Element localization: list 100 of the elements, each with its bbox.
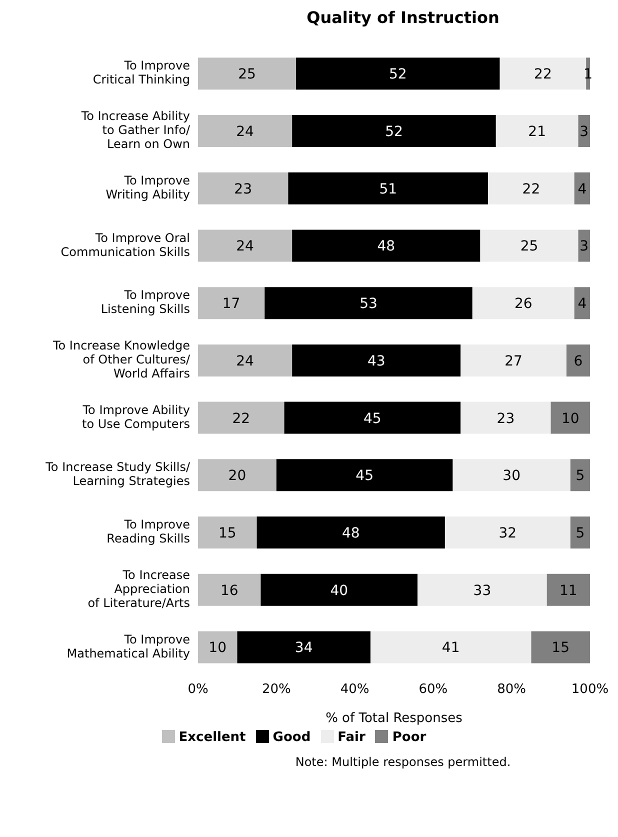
bar — [496, 114, 578, 147]
data-label: 24 — [236, 124, 254, 140]
bar — [566, 344, 590, 376]
data-label: 5 — [576, 526, 585, 542]
bar — [198, 574, 261, 606]
data-label: 4 — [578, 296, 587, 312]
bar — [444, 516, 570, 549]
data-label: 25 — [520, 238, 538, 255]
data-label: 27 — [504, 353, 522, 370]
data-label: 24 — [236, 238, 254, 255]
data-label: 15 — [218, 526, 236, 542]
y-tick-label: To Improve Oral Communication Skills — [60, 231, 190, 260]
bar — [198, 58, 296, 90]
data-label: 15 — [552, 640, 570, 656]
data-label: 22 — [232, 410, 250, 427]
bar — [460, 344, 566, 376]
bar — [570, 516, 590, 549]
bar — [264, 287, 472, 320]
y-tick-label: To Increase Study Skills/ Learning Strategies — [44, 460, 191, 489]
data-label: 3 — [580, 124, 589, 140]
data-label: 6 — [574, 353, 583, 370]
bar — [198, 344, 292, 376]
y-tick-label: To Increase Knowledge of Other Cultures/ World Affairs — [52, 338, 191, 381]
bar — [574, 172, 590, 204]
legend-label: Poor — [392, 730, 426, 745]
bar — [500, 58, 586, 90]
x-axis-title: % of Total Responses — [326, 711, 463, 726]
y-tick-label: To Increase Appreciation of Literature/Arts — [88, 568, 190, 610]
bar — [578, 114, 590, 147]
y-tick-label: To Improve Listening Skills — [100, 288, 190, 316]
data-label: 48 — [377, 238, 396, 255]
data-label: 3 — [580, 238, 589, 255]
bar — [531, 631, 590, 664]
bar — [418, 574, 547, 606]
data-label: 52 — [385, 124, 403, 140]
bar — [276, 459, 453, 492]
data-label: 34 — [294, 640, 313, 656]
bar — [198, 459, 276, 492]
text: Note: Multiple responses permitted. — [294, 755, 512, 769]
data-label: 26 — [514, 296, 532, 312]
x-tick-label: 80% — [497, 682, 526, 698]
data-label: 53 — [360, 296, 378, 312]
data-label: 45 — [364, 410, 382, 427]
bar — [370, 631, 532, 664]
bar — [574, 287, 590, 320]
bar — [488, 172, 574, 204]
bar — [198, 230, 292, 262]
y-tick-label: To Improve Critical Thinking — [92, 58, 190, 87]
y-tick-label: To Improve Mathematical Ability — [66, 632, 190, 661]
data-label: 51 — [379, 181, 398, 198]
bar — [452, 459, 570, 492]
bar — [256, 516, 445, 549]
legend-label: Excellent — [178, 730, 246, 745]
bar — [198, 516, 257, 549]
bar — [198, 402, 284, 434]
bar — [578, 230, 590, 262]
data-label: 30 — [502, 468, 521, 484]
data-label: 52 — [389, 66, 407, 83]
bar — [237, 631, 370, 664]
data-label: 11 — [560, 582, 578, 599]
y-tick-label: To Improve Writing Ability — [106, 174, 190, 202]
bar — [570, 459, 590, 492]
data-label: 25 — [238, 66, 256, 83]
bar — [198, 172, 288, 204]
data-label: 17 — [222, 296, 240, 312]
data-label: 16 — [220, 582, 238, 599]
bar — [292, 344, 461, 376]
data-label: 33 — [473, 582, 492, 599]
data-label: 22 — [522, 181, 540, 198]
data-label: 10 — [208, 640, 227, 656]
bar — [460, 402, 551, 434]
data-label: 23 — [234, 181, 252, 198]
bar — [480, 230, 578, 262]
y-tick-label: To Improve Ability to Use Computers — [82, 403, 190, 432]
data-label: 10 — [561, 410, 580, 427]
data-label: 4 — [578, 181, 587, 198]
x-tick-label: 60% — [418, 682, 448, 698]
data-label: 40 — [330, 582, 348, 599]
y-tick-label: To Improve Reading Skills — [106, 518, 190, 546]
y-tick-label: To Increase Ability to Gather Info/ Learn on Own — [80, 109, 191, 152]
chart-title: Quality of Instruction — [306, 8, 500, 27]
data-label: 43 — [367, 353, 386, 370]
bar — [198, 114, 292, 147]
data-label: 22 — [534, 66, 552, 83]
x-tick-label: 20% — [262, 682, 291, 698]
bar — [288, 172, 488, 204]
data-label: 23 — [496, 410, 515, 427]
legend-label: Good — [272, 730, 311, 745]
data-label: 41 — [442, 640, 460, 656]
legend-label: Fair — [338, 730, 366, 745]
data-label: 45 — [356, 468, 374, 484]
data-label: 21 — [528, 124, 546, 140]
bar — [198, 631, 238, 664]
bar — [292, 114, 496, 147]
bar — [296, 58, 500, 90]
bar — [550, 402, 590, 434]
x-tick-label: 100% — [571, 682, 609, 698]
data-label: 5 — [576, 468, 585, 484]
x-tick-label: 40% — [340, 682, 370, 698]
data-label: 20 — [228, 468, 246, 484]
